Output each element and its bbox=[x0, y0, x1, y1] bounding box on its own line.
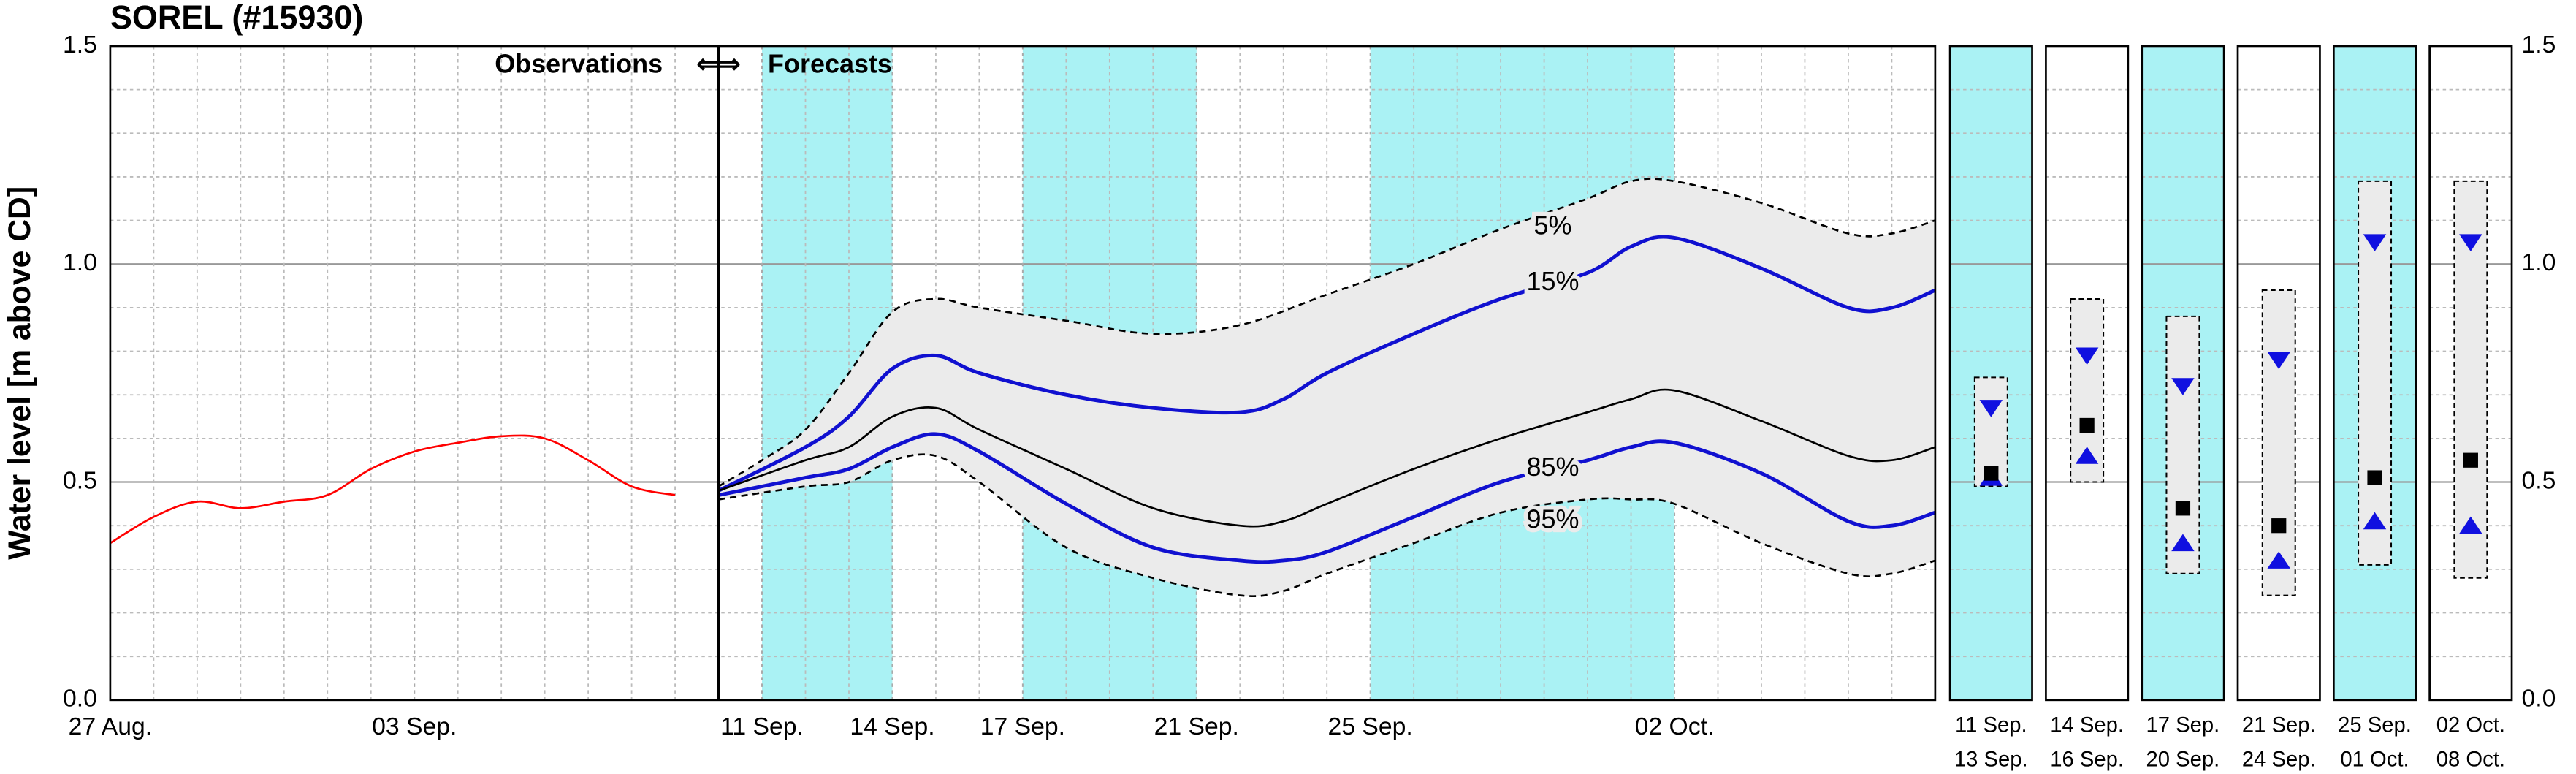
y-tick-label: 1.5 bbox=[63, 31, 97, 58]
panel-frame bbox=[2236, 45, 2321, 702]
x-tick-label: 25 Sep. bbox=[1328, 713, 1413, 740]
range-box bbox=[1973, 376, 2008, 487]
up-marker bbox=[2075, 447, 2099, 464]
x-tick-label: 17 Sep. bbox=[980, 713, 1065, 740]
series-line bbox=[718, 432, 1936, 564]
down-marker bbox=[1979, 400, 2003, 417]
annotation: Observations bbox=[495, 48, 663, 78]
y-tick-label: 0.0 bbox=[63, 685, 97, 713]
series-line bbox=[717, 235, 1936, 493]
down-marker bbox=[2459, 234, 2482, 252]
series-label: 85% bbox=[1526, 452, 1579, 482]
down-marker bbox=[2075, 347, 2099, 365]
range-box bbox=[2070, 297, 2105, 483]
median-marker bbox=[2367, 470, 2382, 485]
panel-label: 21 Sep. bbox=[2242, 714, 2316, 737]
panel-frame bbox=[2045, 45, 2130, 702]
series-label: 15% bbox=[1526, 266, 1579, 296]
annotation: Forecasts bbox=[768, 48, 892, 78]
panel-frame bbox=[1948, 45, 2033, 702]
panel-label: 02 Oct. bbox=[2436, 714, 2505, 737]
series-line bbox=[110, 434, 676, 545]
panel-label: 17 Sep. bbox=[2146, 714, 2220, 737]
range-box bbox=[2358, 180, 2393, 566]
x-tick-label: 14 Sep. bbox=[850, 713, 934, 740]
x-tick-label: 02 Oct. bbox=[1635, 713, 1715, 740]
panel-label: 13 Sep. bbox=[1954, 748, 2028, 772]
forecast-band bbox=[718, 178, 1935, 596]
panel-label: 08 Oct. bbox=[2436, 748, 2505, 772]
up-marker bbox=[2459, 516, 2482, 534]
y-tick-label-right: 0.0 bbox=[2522, 685, 2556, 713]
series-label: 5% bbox=[1533, 210, 1571, 240]
annotation: ⇐⇒ bbox=[696, 48, 740, 78]
down-marker bbox=[2363, 234, 2387, 252]
y-tick-label: 1.0 bbox=[63, 248, 97, 276]
median-marker bbox=[2463, 452, 2478, 468]
median-marker bbox=[2271, 518, 2287, 534]
x-tick-label: 21 Sep. bbox=[1154, 713, 1239, 740]
x-tick-label: 03 Sep. bbox=[372, 713, 457, 740]
panel-shade bbox=[1950, 45, 2032, 700]
series-line bbox=[717, 178, 1936, 487]
series-line bbox=[718, 453, 1936, 598]
y-axis-label: Water level [m above CD] bbox=[2, 186, 37, 560]
up-marker bbox=[2267, 551, 2290, 569]
y-tick-label-right: 0.5 bbox=[2522, 466, 2556, 494]
panel-frame bbox=[2141, 45, 2225, 702]
panel-label: 20 Sep. bbox=[2146, 748, 2220, 772]
panel-label: 14 Sep. bbox=[2050, 714, 2124, 737]
series-label: 95% bbox=[1526, 504, 1579, 534]
panel-label: 24 Sep. bbox=[2242, 748, 2316, 772]
median-marker bbox=[2175, 501, 2191, 516]
range-box bbox=[2165, 315, 2200, 574]
y-tick-label: 0.5 bbox=[63, 466, 97, 494]
plot-frame bbox=[109, 45, 1937, 702]
down-marker bbox=[2267, 352, 2290, 370]
panel-frame bbox=[2428, 45, 2513, 702]
panel-label: 11 Sep. bbox=[1955, 714, 2027, 737]
panel-frame bbox=[2332, 45, 2417, 702]
y-tick-label-right: 1.0 bbox=[2522, 248, 2556, 276]
series-line bbox=[718, 388, 1936, 528]
range-box bbox=[2261, 289, 2296, 596]
median-marker bbox=[2079, 417, 2095, 433]
panel-label: 16 Sep. bbox=[2050, 748, 2124, 772]
up-marker bbox=[2363, 512, 2387, 530]
y-tick-label-right: 1.5 bbox=[2522, 31, 2556, 58]
down-marker bbox=[2171, 378, 2195, 395]
x-tick-label: 11 Sep. bbox=[720, 713, 804, 740]
panel-label: 25 Sep. bbox=[2338, 714, 2412, 737]
chart-title: SOREL (#15930) bbox=[110, 0, 363, 36]
median-marker bbox=[1984, 466, 1999, 481]
up-marker bbox=[2171, 534, 2195, 552]
x-tick-label: 27 Aug. bbox=[69, 713, 152, 740]
panel-label: 01 Oct. bbox=[2340, 748, 2409, 772]
